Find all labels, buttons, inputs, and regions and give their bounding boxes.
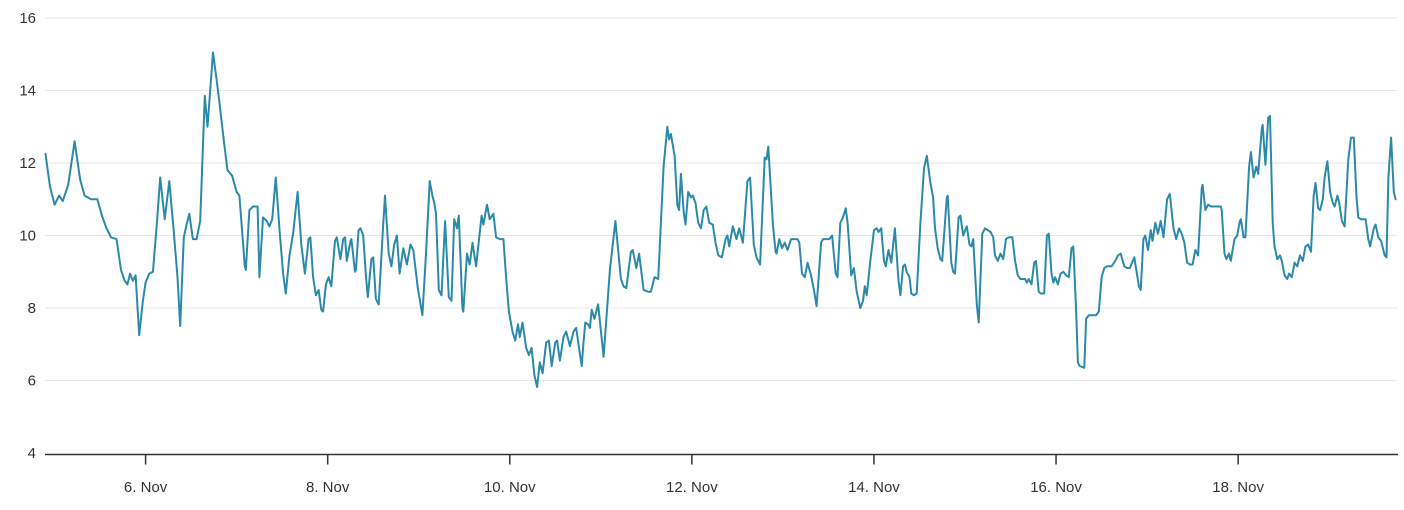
y-tick-label: 14 xyxy=(19,83,36,100)
x-tick-label: 14. Nov xyxy=(848,479,900,496)
x-tick-label: 6. Nov xyxy=(124,479,168,496)
y-tick-label: 6 xyxy=(28,373,36,390)
y-tick-label: 4 xyxy=(28,445,36,462)
y-tick-label: 8 xyxy=(28,300,36,317)
x-tick-label: 8. Nov xyxy=(306,479,350,496)
y-tick-label: 10 xyxy=(19,228,36,245)
x-tick-label: 16. Nov xyxy=(1030,479,1082,496)
x-tick-label: 12. Nov xyxy=(666,479,718,496)
series-line xyxy=(44,51,1397,388)
x-tick-label: 18. Nov xyxy=(1212,479,1264,496)
x-tick-label: 10. Nov xyxy=(484,479,536,496)
y-tick-label: 16 xyxy=(19,10,36,27)
y-tick-label: 12 xyxy=(19,155,36,172)
